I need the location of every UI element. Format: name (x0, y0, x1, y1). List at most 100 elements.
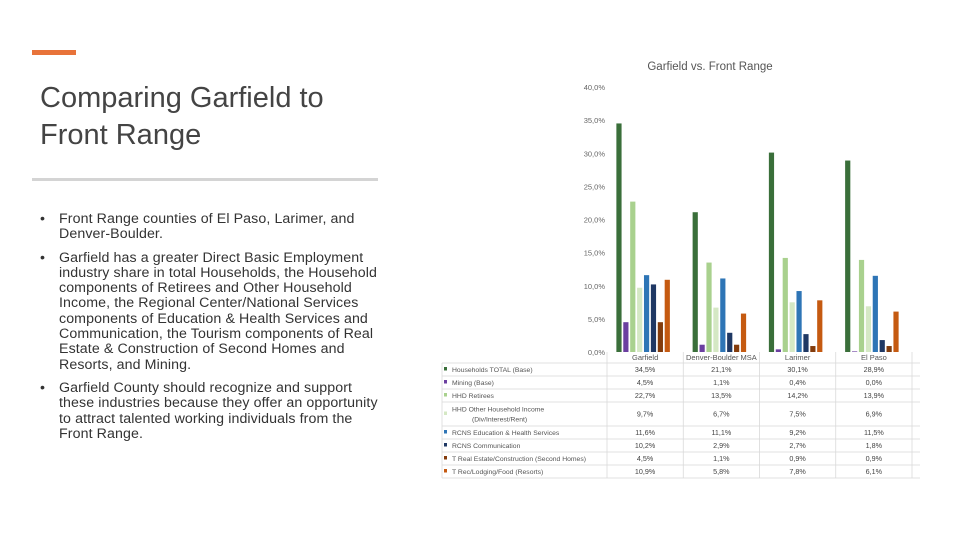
bar (657, 322, 663, 352)
data-label: 1,8% (866, 441, 883, 450)
bar (858, 259, 865, 352)
bar (720, 278, 726, 352)
data-label: 4,5% (637, 378, 654, 387)
bar (886, 346, 892, 352)
legend-label: RCNS Education & Health Services (452, 430, 560, 437)
bar (768, 152, 775, 352)
accent-bar (32, 50, 76, 55)
data-label: 14,2% (787, 391, 808, 400)
legend-label: Mining (Base) (452, 380, 494, 387)
data-label: 10,9% (635, 467, 656, 476)
legend-swatch (444, 367, 447, 371)
data-label: 34,5% (635, 365, 656, 374)
bar (692, 212, 698, 352)
data-label: 11,1% (711, 428, 731, 437)
bar (734, 344, 740, 352)
data-label: 21,1% (711, 365, 732, 374)
bar (713, 307, 719, 352)
y-tick-label: 40,0% (584, 83, 606, 92)
bar (872, 275, 878, 352)
y-tick-label: 25,0% (584, 182, 606, 191)
data-label: 10,2% (635, 441, 656, 450)
y-tick-label: 35,0% (584, 116, 606, 125)
bar (775, 349, 781, 352)
bar (630, 201, 636, 352)
data-label: 0,9% (789, 454, 806, 463)
data-label: 7,8% (789, 467, 806, 476)
x-category-label: Larimer (785, 353, 811, 362)
data-label: 4,5% (637, 454, 654, 463)
title-divider (32, 178, 378, 181)
y-tick-label: 20,0% (584, 216, 606, 225)
legend-swatch (444, 430, 447, 434)
legend-swatch (444, 456, 447, 460)
legend-label: Households TOTAL (Base) (452, 367, 533, 374)
bullet-text: Garfield County should recognize and sup… (59, 379, 378, 442)
bar (865, 306, 872, 352)
data-label: 5,8% (713, 467, 730, 476)
bar (616, 123, 622, 352)
bullet-text: Front Range counties of El Paso, Larimer… (59, 211, 355, 243)
data-label: 28,9% (864, 365, 885, 374)
bar (740, 313, 747, 352)
slide-title: Comparing Garfield to Front Range (40, 82, 324, 151)
y-tick-label: 0,0% (588, 348, 605, 357)
bar (637, 287, 643, 352)
data-label: 7,5% (789, 410, 806, 419)
bullet-list: • Front Range counties of El Paso, Larime… (40, 211, 385, 450)
x-category-label: Garfield (632, 353, 658, 362)
bar (782, 257, 788, 352)
y-tick-label: 5,0% (588, 315, 605, 324)
bullet-item: • Garfield has a greater Direct Basic Emp… (40, 249, 385, 373)
bar (796, 291, 802, 352)
legend-label: HHD Retirees (452, 393, 495, 400)
bar (893, 311, 899, 352)
data-label: 6,7% (713, 410, 730, 419)
x-category-label: El Paso (861, 353, 887, 362)
data-label: 2,9% (713, 441, 730, 450)
bar (706, 262, 712, 352)
data-label: 1,1% (713, 378, 730, 387)
data-label: 1,1% (713, 454, 730, 463)
bar (810, 346, 816, 352)
legend-label: HHD Other Household Income (Div/Interest/… (452, 407, 544, 424)
legend-swatch (444, 469, 447, 473)
data-label: 6,1% (866, 467, 883, 476)
chart-title: Garfield vs. Front Range (647, 61, 772, 73)
y-tick-label: 15,0% (584, 249, 606, 258)
data-label: 9,7% (637, 410, 654, 419)
bar (623, 322, 629, 352)
bullet-item: • Front Range counties of El Paso, Larime… (40, 211, 385, 243)
bar (817, 300, 823, 352)
y-tick-label: 10,0% (584, 282, 606, 291)
legend-label: T Rec/Lodging/Food (Resorts) (452, 469, 543, 476)
bar (803, 334, 809, 352)
bullet-item: • Garfield County should recognize and su… (40, 379, 385, 442)
data-label: 13,9% (864, 391, 885, 400)
bullet-glyph: • (40, 249, 46, 266)
legend-label: T Real Estate/Construction (Second Homes… (452, 456, 586, 463)
data-label: 22,7% (635, 391, 656, 400)
data-label: 13,5% (711, 391, 732, 400)
bar (650, 284, 657, 352)
data-label: 6,9% (866, 410, 883, 419)
y-axis: 0,0% 5,0% 10,0% 15,0% 20,0% 25,0% 30,0% 35,0% 40… (584, 83, 606, 357)
data-label: 11,5% (864, 428, 884, 437)
data-label: 9,2% (789, 428, 806, 437)
data-label: 0,0% (866, 378, 883, 387)
legend-swatch (444, 443, 447, 447)
x-category-label: Denver-Boulder MSA (686, 353, 757, 362)
bar (727, 332, 733, 352)
data-table: Garfield Denver-Boulder MSA Larimer El Paso… (441, 352, 920, 479)
data-label: 30,1% (787, 365, 808, 374)
bar (845, 160, 851, 352)
legend-swatch (444, 380, 447, 384)
legend-label: RCNS Communication (452, 443, 521, 450)
data-label: 0,9% (866, 454, 883, 463)
bar-group (616, 123, 899, 352)
bullet-text: Garfield has a greater Direct Basic Empl… (59, 249, 378, 373)
data-label: 11,6% (635, 428, 655, 437)
chart-container: Garfield vs. Front Range 0,0% 5,0% 10,0% 15… (440, 55, 920, 485)
data-label: 2,7% (789, 441, 806, 450)
bar (643, 275, 650, 352)
